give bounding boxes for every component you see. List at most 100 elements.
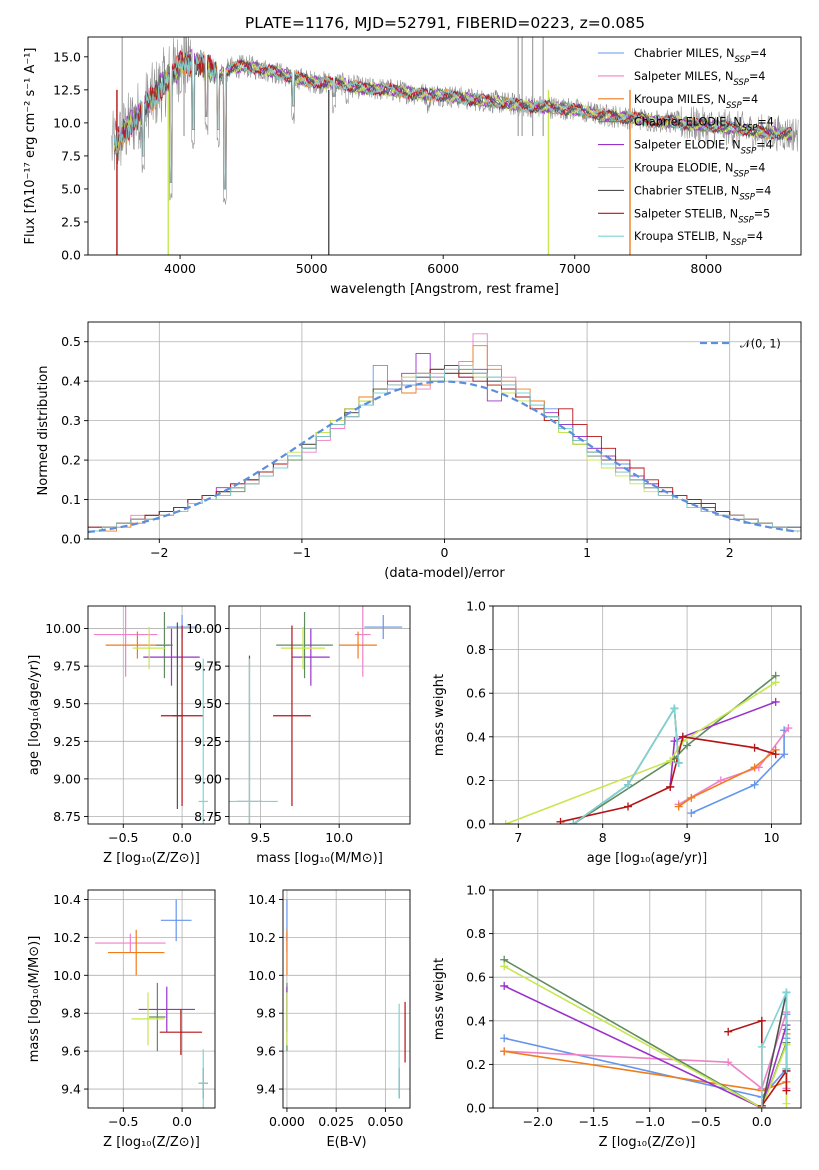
y-axis-label: age [log₁₀(age/yr)] bbox=[27, 655, 42, 776]
mass-weight-marker bbox=[666, 756, 675, 765]
legend-entry: Salpeter STELIB, NSSP=5 bbox=[634, 207, 770, 225]
legend-entry: Chabrier STELIB, NSSP=4 bbox=[634, 184, 771, 202]
x-tick-label: −0.5 bbox=[108, 830, 138, 845]
mass-weight-marker bbox=[780, 750, 789, 759]
errorbar-point bbox=[149, 982, 166, 1052]
y-axis-label: mass [log₁₀(M/M⊙)] bbox=[27, 936, 42, 1063]
mass-weight-marker bbox=[771, 697, 780, 706]
legend-entry: 𝒩(0, 1) bbox=[740, 338, 781, 351]
x-tick-label: 7 bbox=[514, 830, 522, 845]
mass_vs_Z-plot-area bbox=[95, 899, 208, 1108]
y-tick-label: 10.00 bbox=[186, 621, 222, 636]
mass-weight-marker bbox=[674, 758, 683, 767]
mass_weight_vs_age-plot-area bbox=[501, 671, 793, 824]
mass-weight-marker bbox=[750, 780, 759, 789]
gaussian-reference-curve bbox=[88, 380, 799, 534]
y-tick-label: 0.4 bbox=[466, 729, 486, 744]
errorbar-point bbox=[138, 986, 196, 1033]
mass_weight_vs_Z-panel: −2.0 −1.5 −1.0 −0.5 0.0 0.0 0.2 0.4 0.6 0.8 1.0 Z [… bbox=[432, 883, 802, 1150]
y-tick-label: 0.8 bbox=[466, 642, 486, 657]
mass-weight-marker bbox=[757, 1042, 766, 1051]
x-tick-label: −2.0 bbox=[523, 1114, 553, 1129]
y-tick-label: 1.0 bbox=[466, 883, 486, 898]
errorbar-point bbox=[95, 933, 166, 953]
y-tick-label: 9.4 bbox=[256, 1082, 276, 1097]
errorbar-point bbox=[276, 612, 333, 679]
x-tick-label: 8000 bbox=[690, 261, 722, 276]
y-tick-label: 0.6 bbox=[466, 686, 486, 701]
y-tick-label: 0.2 bbox=[466, 773, 486, 788]
errorbar-point bbox=[132, 627, 166, 670]
mass-weight-marker bbox=[687, 809, 696, 818]
legend-entry: Kroupa MILES, NSSP=4 bbox=[634, 93, 758, 111]
errorbar-point bbox=[160, 899, 192, 942]
y-tick-label: 9.00 bbox=[53, 771, 81, 786]
mass-weight-marker bbox=[569, 820, 578, 824]
x-tick-label: 9.5 bbox=[251, 830, 271, 845]
y-tick-label: 0.1 bbox=[61, 492, 81, 507]
mass-weight-marker bbox=[750, 763, 759, 772]
y-tick-label: 9.4 bbox=[61, 1082, 81, 1097]
y-tick-label: 0.4 bbox=[466, 1013, 486, 1028]
x-tick-label: 0.000 bbox=[269, 1114, 305, 1129]
x-tick-label: 0.050 bbox=[367, 1114, 403, 1129]
y-tick-label: 12.5 bbox=[53, 82, 81, 97]
y-tick-label: 0.0 bbox=[61, 248, 81, 263]
axes-frame bbox=[492, 605, 802, 825]
mass_weight_vs_Z-plot-area bbox=[500, 955, 791, 1108]
x-tick-label: 7000 bbox=[559, 261, 591, 276]
x-tick-label: −0.5 bbox=[691, 1114, 721, 1129]
errorbar-point bbox=[156, 612, 173, 679]
x-tick-label: 6000 bbox=[427, 261, 459, 276]
y-tick-label: 10.00 bbox=[45, 621, 81, 636]
y-tick-label: 9.50 bbox=[53, 696, 81, 711]
y-tick-label: 9.25 bbox=[194, 734, 222, 749]
y-tick-label: 10.2 bbox=[248, 930, 276, 945]
spectrum-panel: 4000 5000 6000 7000 8000 0.0 2.5 5.0 7.5 10.0 12.5… bbox=[23, 36, 802, 297]
mass-weight-marker bbox=[782, 1064, 791, 1073]
x-tick-label: −1.0 bbox=[635, 1114, 665, 1129]
y-tick-label: 2.5 bbox=[61, 214, 81, 229]
mass-weight-marker bbox=[500, 1047, 509, 1056]
errorbar-point bbox=[273, 625, 311, 806]
errorbar-point bbox=[229, 658, 278, 824]
x-tick-label: 0.0 bbox=[752, 1114, 772, 1129]
mass-weight-marker bbox=[678, 732, 687, 741]
x-axis-label: Z [log₁₀(Z/Z⊙)] bbox=[599, 1135, 696, 1150]
x-tick-label: 1 bbox=[583, 545, 591, 560]
mass-weight-line bbox=[503, 965, 788, 1108]
y-tick-label: 9.50 bbox=[194, 696, 222, 711]
x-tick-label: 10.0 bbox=[325, 830, 353, 845]
errorbar-point bbox=[354, 606, 371, 677]
age_vs_mass-panel: 9.5 10.0 8.75 9.00 9.25 9.50 9.75 10.00 mass [lo… bbox=[186, 605, 411, 866]
x-axis-label: mass [log₁₀(M/M⊙)] bbox=[256, 851, 383, 866]
mass-weight-marker bbox=[771, 678, 780, 687]
mass-weight-marker bbox=[724, 1058, 733, 1067]
x-tick-label: 4000 bbox=[164, 261, 196, 276]
y-tick-label: 10.4 bbox=[53, 892, 81, 907]
y-tick-label: 0.0 bbox=[466, 1101, 486, 1116]
y-tick-label: 9.8 bbox=[61, 1006, 81, 1021]
mass-weight-marker bbox=[784, 724, 793, 733]
mass-weight-marker bbox=[624, 780, 633, 789]
age_vs_mass-plot-area bbox=[229, 606, 403, 824]
mass-weight-marker bbox=[782, 1086, 791, 1095]
mass-weight-line bbox=[560, 735, 776, 823]
mass-weight-line bbox=[678, 749, 777, 808]
y-tick-label: 15.0 bbox=[53, 49, 81, 64]
y-tick-label: 8.75 bbox=[53, 809, 81, 824]
errorbar-point bbox=[280, 627, 326, 670]
mass-weight-line bbox=[760, 992, 788, 1108]
mass-weight-marker bbox=[500, 981, 509, 990]
axes-frame bbox=[87, 321, 802, 540]
errorbar-point bbox=[143, 628, 200, 686]
y-tick-label: 9.75 bbox=[53, 659, 81, 674]
mass-weight-line bbox=[504, 1033, 788, 1092]
mass-weight-marker bbox=[500, 962, 509, 971]
y-tick-label: 10.4 bbox=[248, 892, 276, 907]
axes-frame bbox=[228, 605, 411, 825]
errorbar-point bbox=[364, 615, 403, 640]
errorbar-point bbox=[131, 992, 165, 1046]
y-tick-label: 0.0 bbox=[61, 532, 81, 547]
